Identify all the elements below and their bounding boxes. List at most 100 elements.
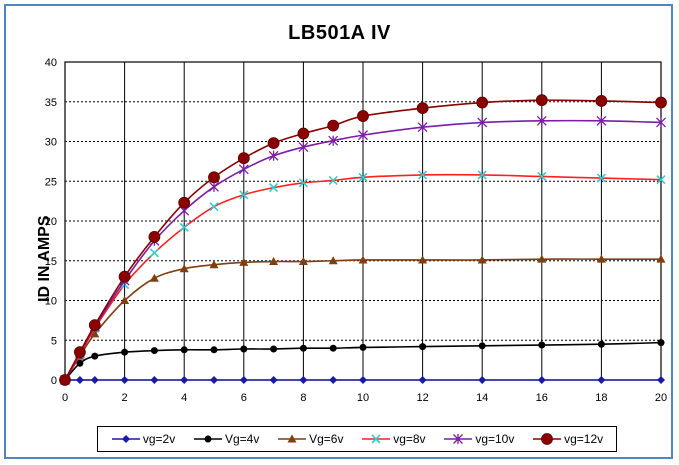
data-point (358, 130, 368, 141)
series-vg-12v (59, 94, 667, 386)
x-tick-label: 18 (595, 392, 607, 404)
data-point (269, 257, 279, 266)
data-point (120, 296, 130, 304)
y-tick-label: 10 (45, 296, 57, 308)
data-point (656, 175, 666, 185)
legend-swatch (362, 434, 391, 444)
y-tick-label: 15 (45, 256, 57, 268)
data-point (418, 170, 428, 180)
series-vg-2v (61, 376, 665, 384)
data-point (88, 319, 101, 332)
data-point (419, 343, 427, 351)
data-point (90, 376, 99, 384)
data-point (240, 345, 248, 353)
data-point (418, 376, 427, 384)
data-point (477, 255, 487, 264)
data-point (478, 342, 486, 350)
data-point (149, 273, 159, 282)
legend-marker (204, 435, 212, 443)
data-point (359, 343, 367, 351)
x-tick-label: 20 (655, 392, 667, 404)
data-point (328, 175, 338, 186)
data-point (536, 115, 547, 126)
y-tick-label: 35 (45, 97, 57, 109)
data-point (595, 95, 608, 107)
data-point (239, 190, 249, 200)
legend-item: Vg=4v (193, 432, 259, 446)
legend-item: vg=2v (111, 432, 175, 446)
data-point (538, 341, 546, 349)
legend-marker (541, 433, 553, 445)
data-point (358, 255, 368, 264)
y-tick-label: 30 (45, 137, 57, 149)
data-point (328, 256, 338, 265)
legend-item: vg=8v (361, 432, 426, 446)
y-tick-label: 25 (45, 176, 57, 188)
legend-label: Vg=4v (224, 432, 260, 446)
legend-label: vg=10v (475, 432, 515, 446)
data-point (298, 142, 309, 153)
data-point (477, 117, 488, 128)
data-point (297, 127, 310, 140)
data-point (476, 96, 489, 109)
data-point (359, 376, 367, 384)
legend-label: vg=2v (142, 432, 176, 446)
data-point (298, 257, 308, 266)
data-point (91, 352, 99, 360)
data-point (357, 110, 369, 122)
data-point (535, 94, 548, 107)
x-tick-label: 16 (536, 392, 548, 404)
data-point (416, 102, 429, 115)
data-point (656, 254, 666, 263)
legend-label: Vg=6v (309, 432, 344, 446)
legend-item: Vg=6v (277, 432, 343, 446)
legend-swatch-marker (204, 435, 212, 443)
data-point (90, 329, 100, 338)
y-tick-label: 5 (51, 335, 57, 347)
x-tick-label: 10 (357, 392, 369, 404)
legend-item: vg=12v (532, 432, 603, 446)
chart-frame (4, 4, 673, 459)
data-point (477, 170, 487, 180)
x-tick-label: 14 (476, 392, 488, 404)
legend-swatch-marker (287, 434, 297, 443)
data-point (75, 376, 84, 384)
data-point (596, 173, 606, 183)
data-point (209, 202, 219, 212)
data-point (358, 172, 368, 182)
x-tick-label: 12 (416, 392, 428, 404)
data-point (270, 345, 278, 353)
data-point (179, 264, 189, 273)
legend-swatch (444, 434, 473, 444)
data-point (657, 376, 665, 384)
data-point (328, 135, 339, 146)
data-point (329, 376, 338, 384)
legend-swatch (193, 435, 222, 443)
data-point (478, 376, 487, 384)
legend-swatch (533, 433, 562, 445)
data-point (597, 340, 605, 348)
x-tick-label: 6 (241, 392, 247, 404)
data-point (237, 152, 250, 165)
legend-marker (453, 434, 464, 444)
legend-swatch (278, 434, 307, 443)
data-point (267, 137, 280, 149)
data-point (150, 347, 158, 355)
x-tick-label: 0 (62, 392, 68, 404)
data-point (656, 117, 666, 128)
x-tick-label: 4 (181, 392, 187, 404)
series-vg-6v (60, 254, 666, 384)
data-point (150, 376, 159, 384)
legend-marker (287, 434, 297, 443)
data-point (239, 376, 248, 384)
data-point (299, 344, 307, 352)
data-point (209, 181, 219, 192)
data-point (537, 254, 547, 263)
data-point (418, 255, 428, 264)
data-point (596, 254, 606, 263)
data-point (597, 376, 606, 384)
data-point (238, 164, 249, 175)
x-tick-label: 2 (122, 392, 128, 404)
data-point (298, 178, 308, 188)
